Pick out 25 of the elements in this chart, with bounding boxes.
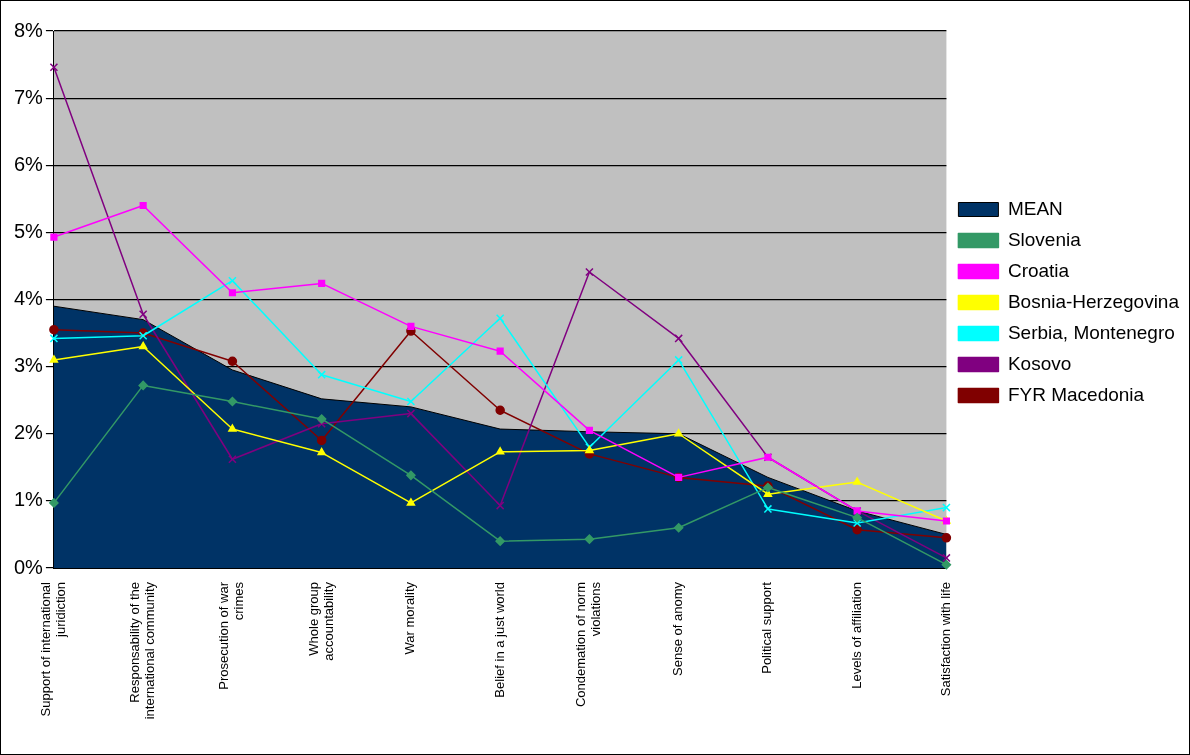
y-tick-label: 4% xyxy=(14,287,44,310)
y-tick-label: 0% xyxy=(14,555,44,578)
legend-label: Kosovo xyxy=(1007,352,1072,374)
y-tick-label: 3% xyxy=(14,354,44,377)
y-tick-label: 7% xyxy=(14,85,44,108)
x-tick-label: Political support xyxy=(759,581,775,674)
y-tick-label: 2% xyxy=(14,421,44,444)
legend-label: MEAN xyxy=(1007,197,1063,219)
legend-label: Serbia, Montenegro xyxy=(1007,321,1175,343)
x-tick-label: Condemation of norm violations xyxy=(573,581,604,708)
legend-label: Croatia xyxy=(1007,259,1070,281)
legend-label: Slovenia xyxy=(1007,228,1082,250)
legend-label: FYR Macedonia xyxy=(1007,383,1145,405)
x-tick-label: Belief in a just world xyxy=(491,582,507,698)
x-tick-label: Sense of anomy xyxy=(670,581,686,676)
legend-label: Bosnia-Herzegovina xyxy=(1007,290,1180,312)
y-tick-label: 5% xyxy=(14,219,44,242)
y-tick-label: 6% xyxy=(14,152,44,175)
y-tick-label: 1% xyxy=(14,488,44,511)
y-tick-label: 8% xyxy=(14,18,44,41)
x-tick-label: War morality xyxy=(402,581,418,655)
x-tick-label: Satisfaction with life xyxy=(937,582,953,697)
x-tick-label: Prosecution of war crimes xyxy=(216,581,247,690)
x-tick-label: Levels of affiliation xyxy=(848,582,864,689)
x-tick-label: Support of international juridiction xyxy=(37,581,68,717)
